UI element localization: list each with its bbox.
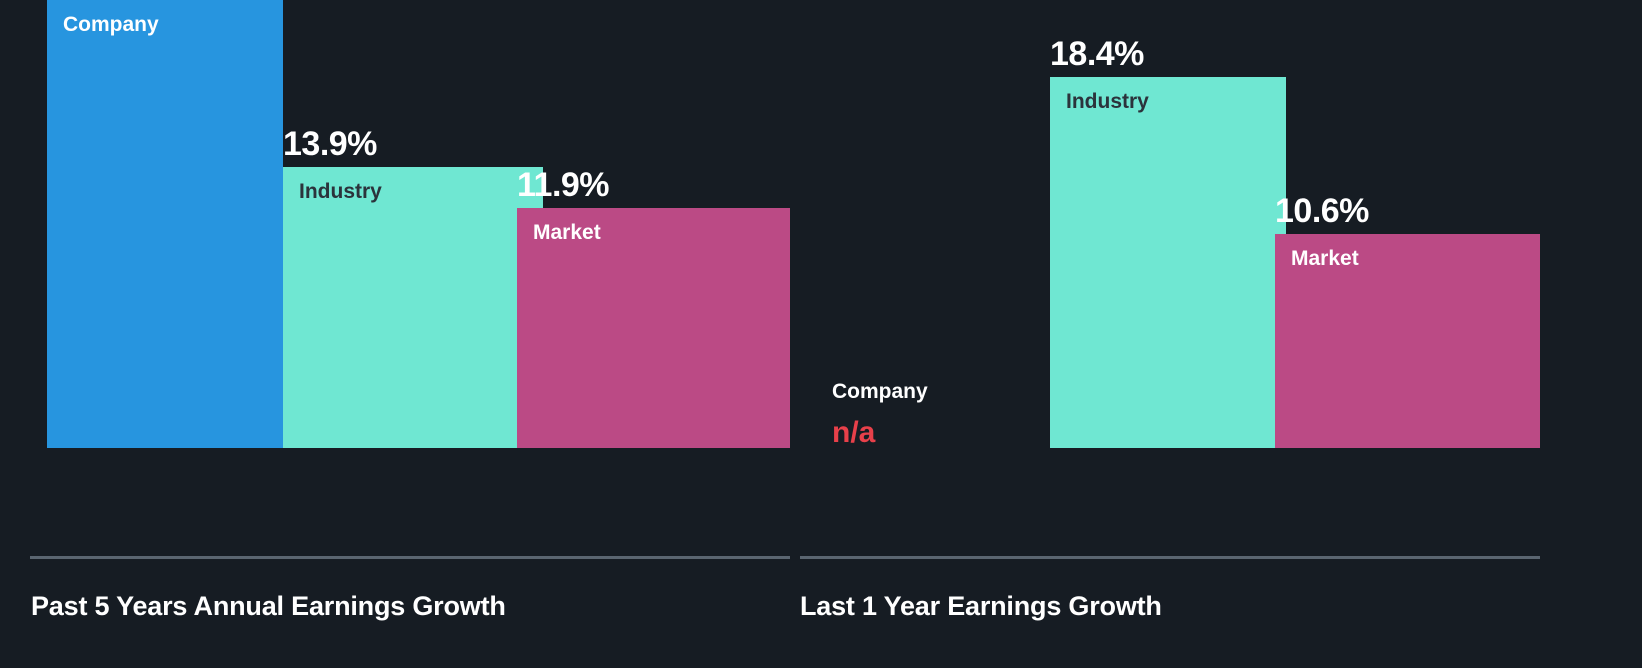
no-data-company-last1y[interactable]: Company n/a	[832, 358, 1032, 448]
bar-label-market: Market	[1291, 247, 1359, 270]
chart-panel-past-5-years: 22.2% Company 13.9% Industry 11.9% Marke…	[0, 0, 800, 668]
no-data-value-company: n/a	[832, 416, 876, 449]
bar-fill-market	[517, 208, 790, 448]
bar-market-past5y[interactable]: 11.9% Market	[517, 168, 790, 448]
bar-market-last1y[interactable]: 10.6% Market	[1275, 194, 1540, 448]
bar-fill-industry	[283, 167, 543, 448]
bar-fill-company	[47, 0, 283, 448]
chart-title-past-5-years: Past 5 Years Annual Earnings Growth	[31, 591, 506, 621]
bar-industry-past5y[interactable]: 13.9% Industry	[283, 127, 543, 448]
bar-company-past5y[interactable]: 22.2% Company	[47, 0, 283, 448]
plot-area-right: Company n/a 18.4% Industry 10.6% Market	[800, 0, 1642, 558]
chart-panel-last-1-year: Company n/a 18.4% Industry 10.6% Market …	[800, 0, 1642, 668]
bar-value-industry: 13.9%	[283, 125, 377, 163]
bar-industry-last1y[interactable]: 18.4% Industry	[1050, 37, 1286, 448]
bar-label-industry: Industry	[299, 180, 382, 203]
plot-area-left: 22.2% Company 13.9% Industry 11.9% Marke…	[0, 0, 800, 558]
bar-fill-industry	[1050, 77, 1286, 448]
no-data-label-company: Company	[832, 380, 928, 403]
bar-label-market: Market	[533, 221, 601, 244]
bar-label-industry: Industry	[1066, 90, 1149, 113]
bar-value-market: 11.9%	[517, 166, 610, 204]
bar-label-company: Company	[63, 13, 159, 36]
baseline-axis-left	[30, 556, 790, 559]
bar-value-market: 10.6%	[1275, 192, 1369, 230]
bar-fill-market	[1275, 234, 1540, 448]
bar-value-industry: 18.4%	[1050, 35, 1144, 73]
chart-title-last-1-year: Last 1 Year Earnings Growth	[800, 591, 1162, 621]
baseline-axis-right	[800, 556, 1540, 559]
